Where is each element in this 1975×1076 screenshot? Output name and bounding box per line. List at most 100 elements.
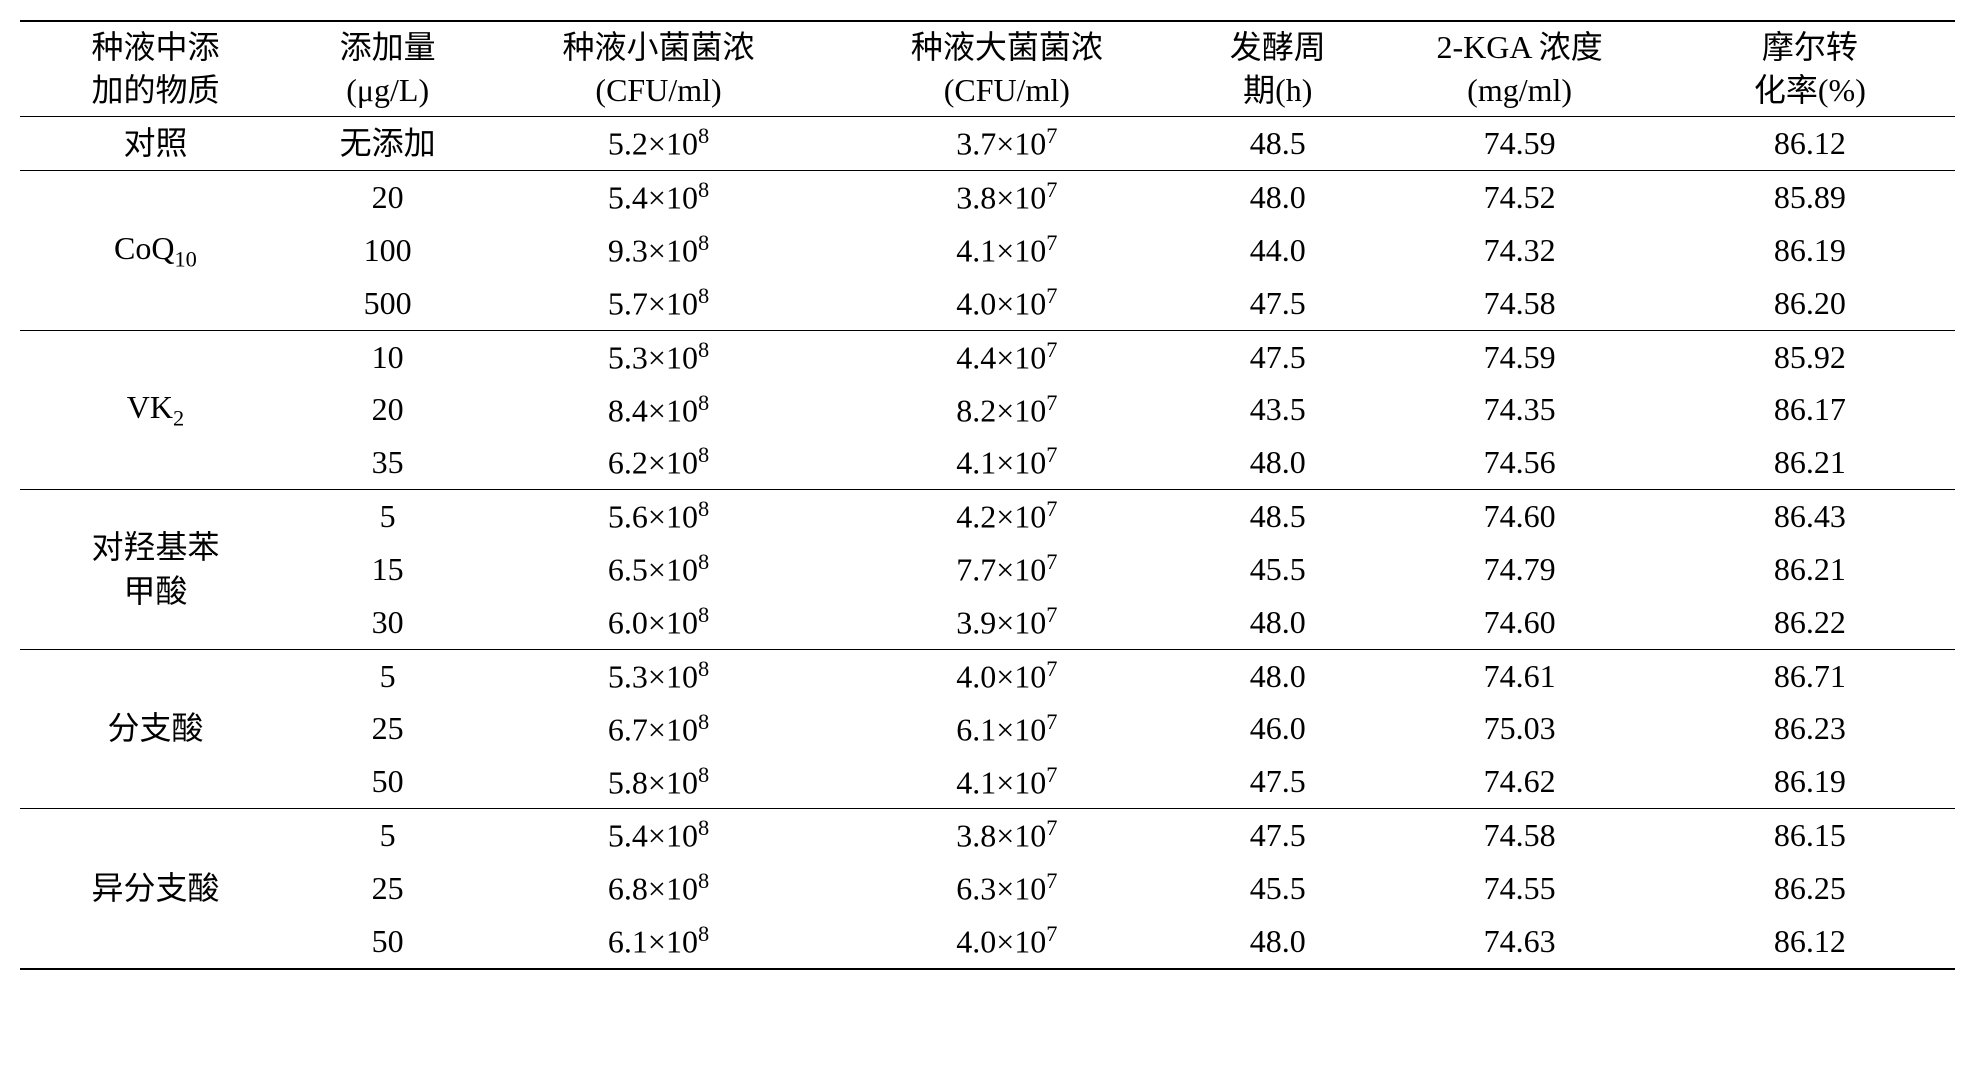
small-bacteria-cell: 5.8×108 — [484, 756, 832, 809]
period-cell: 48.0 — [1181, 171, 1375, 224]
large-bacteria-cell: 4.1×107 — [833, 436, 1181, 489]
period-cell: 43.5 — [1181, 384, 1375, 437]
kga-cell: 74.58 — [1374, 277, 1664, 330]
period-cell: 47.5 — [1181, 756, 1375, 809]
table-row: 356.2×1084.1×10748.074.5686.21 — [20, 436, 1955, 489]
large-bacteria-cell: 4.1×107 — [833, 756, 1181, 809]
kga-cell: 74.35 — [1374, 384, 1664, 437]
large-bacteria-cell: 4.1×107 — [833, 224, 1181, 277]
group-name: 异分支酸 — [20, 809, 291, 969]
dose-cell: 15 — [291, 543, 485, 596]
column-header: 摩尔转化率(%) — [1665, 21, 1955, 117]
small-bacteria-cell: 5.3×108 — [484, 649, 832, 702]
small-bacteria-cell: 5.7×108 — [484, 277, 832, 330]
column-header: 种液小菌菌浓(CFU/ml) — [484, 21, 832, 117]
period-cell: 48.0 — [1181, 649, 1375, 702]
molar-cell: 86.25 — [1665, 862, 1955, 915]
large-bacteria-cell: 6.3×107 — [833, 862, 1181, 915]
kga-cell: 74.58 — [1374, 809, 1664, 862]
kga-cell: 74.55 — [1374, 862, 1664, 915]
molar-cell: 86.21 — [1665, 543, 1955, 596]
period-cell: 44.0 — [1181, 224, 1375, 277]
small-bacteria-cell: 9.3×108 — [484, 224, 832, 277]
kga-cell: 74.59 — [1374, 330, 1664, 383]
large-bacteria-cell: 4.2×107 — [833, 490, 1181, 543]
dose-cell: 无添加 — [291, 117, 485, 171]
period-cell: 46.0 — [1181, 703, 1375, 756]
table-row: 506.1×1084.0×10748.074.6386.12 — [20, 915, 1955, 969]
small-bacteria-cell: 6.7×108 — [484, 703, 832, 756]
small-bacteria-cell: 6.8×108 — [484, 862, 832, 915]
table-row: 对羟基苯甲酸55.6×1084.2×10748.574.6086.43 — [20, 490, 1955, 543]
dose-cell: 5 — [291, 490, 485, 543]
dose-cell: 50 — [291, 915, 485, 969]
group-name: 分支酸 — [20, 649, 291, 809]
period-cell: 48.0 — [1181, 596, 1375, 649]
column-header: 添加量(μg/L) — [291, 21, 485, 117]
table-row: 对照无添加5.2×1083.7×10748.574.5986.12 — [20, 117, 1955, 171]
molar-cell: 86.22 — [1665, 596, 1955, 649]
large-bacteria-cell: 3.8×107 — [833, 171, 1181, 224]
kga-cell: 74.60 — [1374, 490, 1664, 543]
small-bacteria-cell: 5.6×108 — [484, 490, 832, 543]
large-bacteria-cell: 4.4×107 — [833, 330, 1181, 383]
large-bacteria-cell: 4.0×107 — [833, 649, 1181, 702]
dose-cell: 10 — [291, 330, 485, 383]
table-header: 种液中添加的物质添加量(μg/L)种液小菌菌浓(CFU/ml)种液大菌菌浓(CF… — [20, 21, 1955, 117]
table-row: 306.0×1083.9×10748.074.6086.22 — [20, 596, 1955, 649]
table-row: CoQ10205.4×1083.8×10748.074.5285.89 — [20, 171, 1955, 224]
large-bacteria-cell: 3.8×107 — [833, 809, 1181, 862]
column-header: 种液中添加的物质 — [20, 21, 291, 117]
small-bacteria-cell: 5.4×108 — [484, 809, 832, 862]
dose-cell: 100 — [291, 224, 485, 277]
column-header: 种液大菌菌浓(CFU/ml) — [833, 21, 1181, 117]
group-name: 对照 — [20, 117, 291, 171]
period-cell: 45.5 — [1181, 862, 1375, 915]
period-cell: 48.0 — [1181, 436, 1375, 489]
dose-cell: 500 — [291, 277, 485, 330]
large-bacteria-cell: 7.7×107 — [833, 543, 1181, 596]
kga-cell: 74.61 — [1374, 649, 1664, 702]
period-cell: 48.0 — [1181, 915, 1375, 969]
large-bacteria-cell: 3.9×107 — [833, 596, 1181, 649]
period-cell: 45.5 — [1181, 543, 1375, 596]
period-cell: 47.5 — [1181, 809, 1375, 862]
table-row: 256.8×1086.3×10745.574.5586.25 — [20, 862, 1955, 915]
table-row: 1009.3×1084.1×10744.074.3286.19 — [20, 224, 1955, 277]
small-bacteria-cell: 6.5×108 — [484, 543, 832, 596]
kga-cell: 74.79 — [1374, 543, 1664, 596]
column-header: 发酵周期(h) — [1181, 21, 1375, 117]
small-bacteria-cell: 6.2×108 — [484, 436, 832, 489]
dose-cell: 5 — [291, 809, 485, 862]
large-bacteria-cell: 4.0×107 — [833, 915, 1181, 969]
group-name: 对羟基苯甲酸 — [20, 490, 291, 650]
molar-cell: 86.71 — [1665, 649, 1955, 702]
large-bacteria-cell: 3.7×107 — [833, 117, 1181, 171]
period-cell: 47.5 — [1181, 330, 1375, 383]
kga-cell: 74.56 — [1374, 436, 1664, 489]
large-bacteria-cell: 4.0×107 — [833, 277, 1181, 330]
molar-cell: 86.21 — [1665, 436, 1955, 489]
table-row: 分支酸55.3×1084.0×10748.074.6186.71 — [20, 649, 1955, 702]
molar-cell: 85.89 — [1665, 171, 1955, 224]
molar-cell: 86.15 — [1665, 809, 1955, 862]
molar-cell: 86.19 — [1665, 756, 1955, 809]
table-row: 208.4×1088.2×10743.574.3586.17 — [20, 384, 1955, 437]
table-row: 256.7×1086.1×10746.075.0386.23 — [20, 703, 1955, 756]
group-name: CoQ10 — [20, 171, 291, 331]
molar-cell: 86.19 — [1665, 224, 1955, 277]
small-bacteria-cell: 8.4×108 — [484, 384, 832, 437]
dose-cell: 20 — [291, 384, 485, 437]
table-row: 5005.7×1084.0×10747.574.5886.20 — [20, 277, 1955, 330]
small-bacteria-cell: 6.1×108 — [484, 915, 832, 969]
data-table: 种液中添加的物质添加量(μg/L)种液小菌菌浓(CFU/ml)种液大菌菌浓(CF… — [20, 20, 1955, 970]
molar-cell: 86.43 — [1665, 490, 1955, 543]
group-name: VK2 — [20, 330, 291, 490]
period-cell: 47.5 — [1181, 277, 1375, 330]
dose-cell: 50 — [291, 756, 485, 809]
dose-cell: 25 — [291, 703, 485, 756]
dose-cell: 20 — [291, 171, 485, 224]
large-bacteria-cell: 6.1×107 — [833, 703, 1181, 756]
kga-cell: 74.52 — [1374, 171, 1664, 224]
molar-cell: 86.20 — [1665, 277, 1955, 330]
